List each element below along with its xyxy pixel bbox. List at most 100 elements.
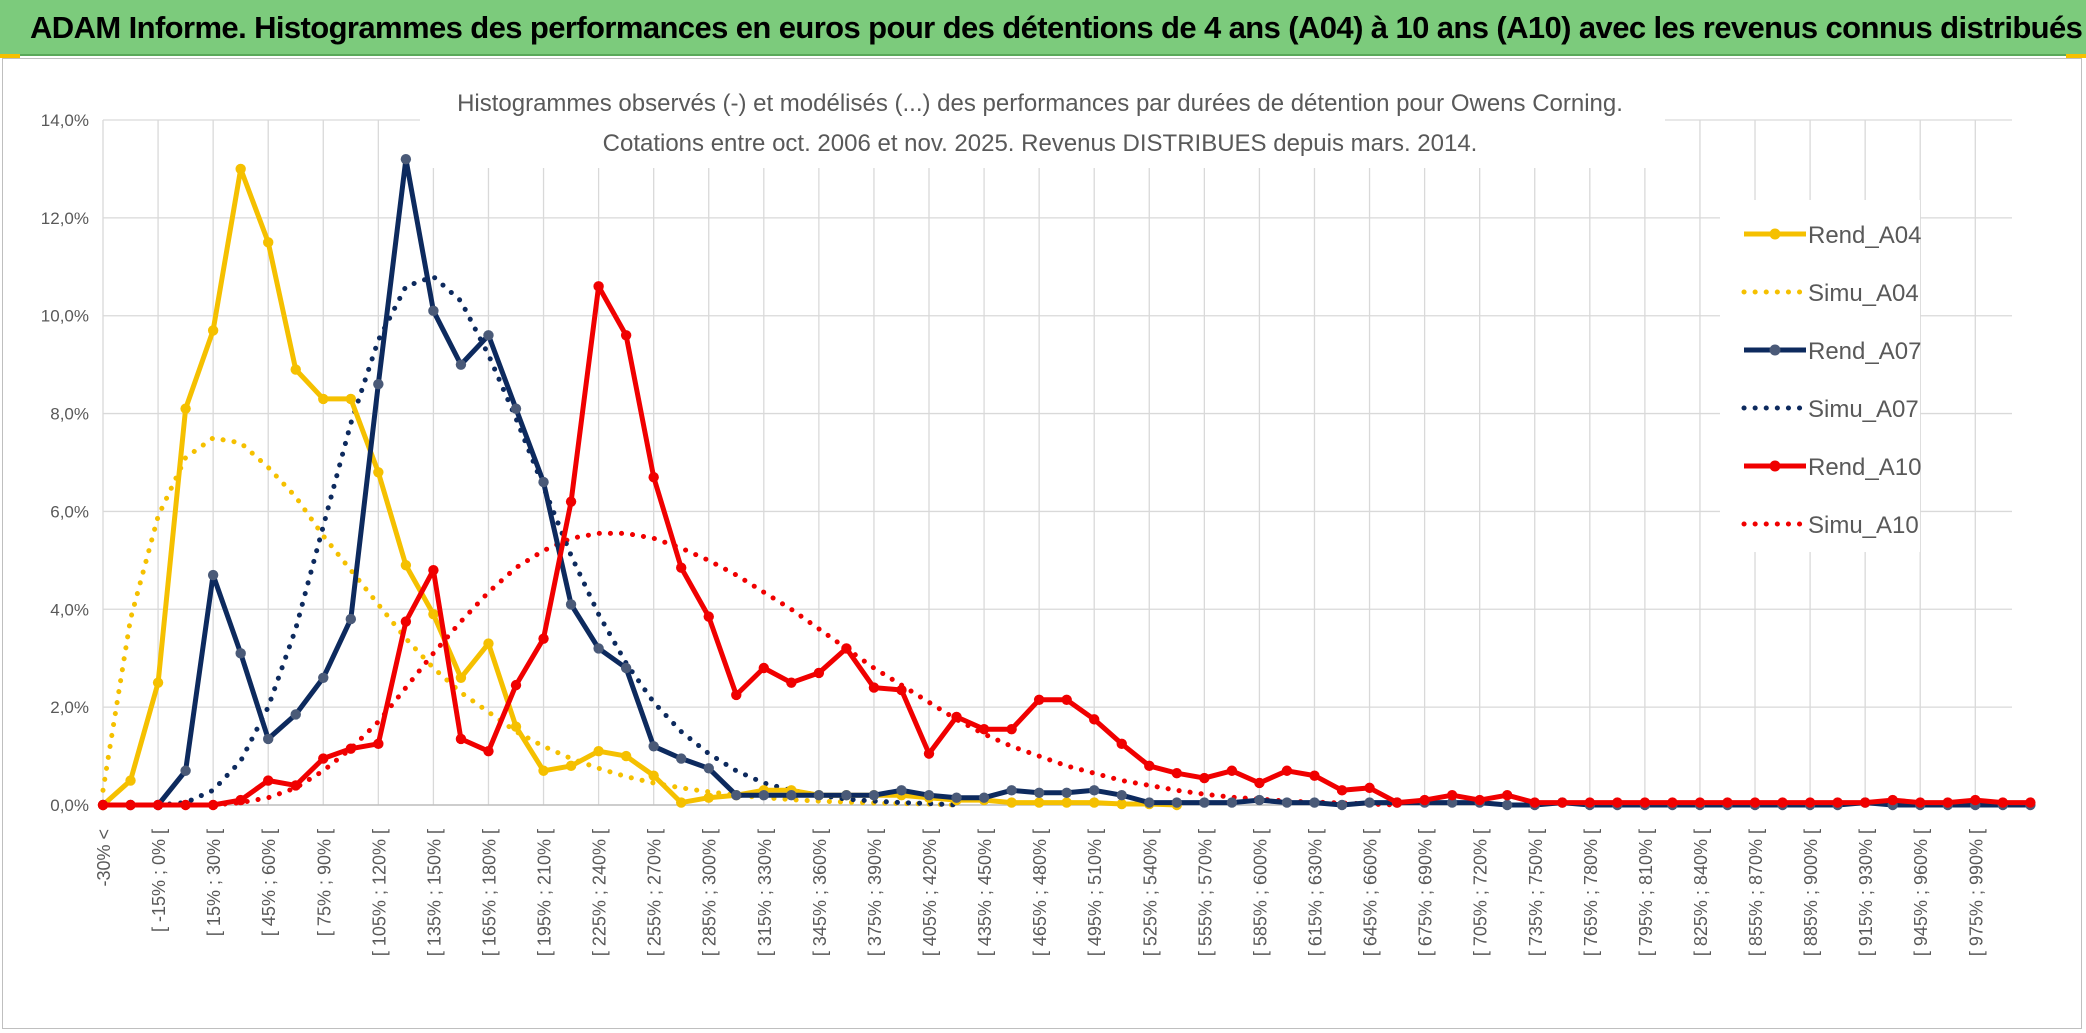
point-rend-a10 (1171, 767, 1183, 779)
point-rend-a07 (483, 330, 494, 341)
point-rend-a10 (1391, 797, 1403, 808)
point-rend-a10 (758, 662, 770, 674)
point-rend-a10 (703, 611, 714, 622)
point-rend-a10 (373, 738, 384, 750)
x-tick-label: [ 285% ; 300% [ (700, 829, 720, 956)
point-rend-a10 (1584, 797, 1596, 808)
point-rend-a10 (180, 799, 191, 811)
point-rend-a10 (235, 794, 246, 806)
point-rend-a10 (1033, 694, 1045, 706)
point-rend-a10 (1557, 797, 1568, 808)
point-rend-a07 (1364, 797, 1375, 808)
point-rend-a10 (318, 753, 329, 764)
point-rend-a10 (731, 689, 742, 701)
point-rend-a07 (978, 792, 990, 803)
point-rend-a10 (1364, 782, 1375, 794)
point-rend-a07 (1336, 799, 1348, 811)
corner-accent-left (0, 54, 20, 58)
point-rend-a10 (97, 799, 109, 811)
x-tick-label: [ 495% ; 510% [ (1085, 829, 1105, 956)
point-rend-a10 (400, 616, 412, 627)
x-tick-label: [ 405% ; 420% [ (920, 829, 940, 956)
point-rend-a10 (1254, 777, 1265, 789)
x-tick-label: [ 585% ; 600% [ (1250, 829, 1270, 956)
point-rend-a07 (263, 733, 274, 745)
point-rend-a10 (923, 748, 935, 759)
point-rend-a04 (703, 792, 714, 803)
point-rend-a07 (1061, 787, 1072, 798)
legend-marker-rend-a10 (1769, 460, 1781, 472)
point-rend-a10 (510, 679, 522, 691)
point-rend-a10 (868, 682, 880, 693)
point-rend-a10 (1089, 714, 1100, 725)
point-rend-a10 (290, 780, 301, 791)
x-tick-label: [ 225% ; 240% [ (590, 829, 610, 956)
point-rend-a04 (1006, 797, 1017, 808)
point-rend-a07 (620, 662, 632, 674)
point-rend-a07 (373, 379, 384, 390)
point-rend-a10 (1199, 772, 1210, 784)
point-rend-a10 (1887, 794, 1898, 806)
point-rend-a10 (1804, 797, 1816, 808)
point-rend-a04 (455, 672, 467, 683)
point-rend-a07 (703, 763, 714, 774)
x-tick-label: [ 255% ; 270% [ (645, 829, 665, 956)
point-rend-a07 (180, 765, 191, 776)
point-rend-a04 (1116, 798, 1127, 810)
point-rend-a07 (841, 790, 852, 801)
x-tick-label: [ 195% ; 210% [ (535, 829, 555, 956)
point-rend-a07 (951, 792, 962, 803)
legend-label-simu-a04: Simu_A04 (1808, 280, 1919, 307)
point-rend-a10 (1419, 794, 1430, 806)
x-tick-label: [ 675% ; 690% [ (1416, 829, 1436, 956)
legend-marker-rend-a04 (1769, 228, 1781, 240)
point-rend-a10 (1915, 797, 1926, 808)
point-rend-a07 (455, 359, 467, 370)
point-rend-a07 (786, 790, 797, 801)
x-tick-label: [ 525% ; 540% [ (1140, 829, 1160, 956)
point-rend-a10 (1777, 797, 1788, 808)
y-tick-label: 2,0% (50, 698, 89, 717)
point-rend-a07 (1446, 797, 1458, 808)
point-rend-a07 (731, 790, 742, 801)
point-rend-a04 (263, 237, 274, 248)
point-rend-a07 (318, 672, 329, 683)
point-rend-a07 (235, 648, 246, 659)
series-simu-a07 (100, 274, 959, 808)
y-tick-label: 10,0% (41, 307, 89, 326)
point-rend-a10 (2025, 797, 2036, 808)
point-rend-a10 (593, 281, 604, 292)
point-rend-a04 (648, 770, 659, 781)
x-tick-label: [ 165% ; 180% [ (479, 829, 499, 956)
point-rend-a04 (345, 393, 357, 405)
series-simu-a10 (100, 530, 1400, 808)
point-rend-a10 (1997, 797, 2009, 808)
x-tick-label: [ -15% ; 0% [ (149, 829, 169, 932)
point-rend-a04 (676, 797, 687, 808)
point-rend-a10 (1144, 760, 1155, 772)
y-tick-label: 14,0% (41, 111, 89, 130)
point-rend-a10 (841, 643, 852, 654)
legend-label-rend-a10: Rend_A10 (1808, 454, 1921, 481)
point-rend-a04 (207, 325, 219, 336)
x-tick-label: [ 75% ; 90% [ (314, 829, 334, 936)
point-rend-a07 (923, 790, 935, 801)
point-rend-a10 (1667, 797, 1678, 808)
point-rend-a10 (428, 564, 439, 576)
point-rend-a10 (813, 667, 825, 679)
point-rend-a10 (1446, 790, 1458, 801)
point-rend-a10 (483, 745, 494, 757)
legend-box (1720, 200, 1920, 552)
x-tick-label: [ 435% ; 450% [ (975, 829, 995, 956)
point-rend-a04 (290, 364, 301, 375)
y-tick-label: 12,0% (41, 209, 89, 228)
point-rend-a07 (648, 741, 659, 752)
x-tick-label: [ 345% ; 360% [ (810, 829, 830, 956)
point-rend-a07 (400, 153, 412, 165)
corner-accent-right (2066, 54, 2086, 58)
chart-title: Histogrammes observés (-) et modélisés (… (457, 90, 1623, 117)
x-tick-label: [ 555% ; 570% [ (1195, 829, 1215, 956)
point-rend-a07 (1502, 799, 1513, 811)
point-rend-a10 (207, 799, 219, 811)
histogram-chart: 0,0% 2,0% 4,0% 6,0% 8,0% 10,0% 12,0% 14,0% -30% … (41, 80, 2036, 956)
